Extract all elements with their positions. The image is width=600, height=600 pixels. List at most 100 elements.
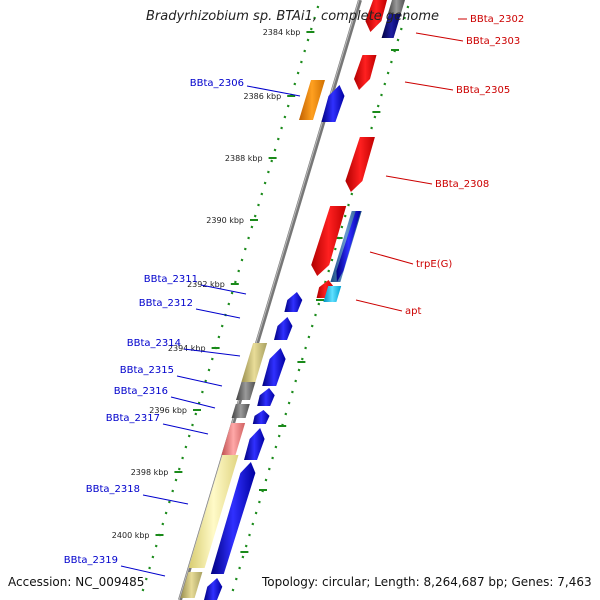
tick-dot <box>244 544 248 548</box>
tick-dot <box>274 445 278 449</box>
tick-dot <box>141 588 145 592</box>
forward-gene-feature <box>180 572 203 598</box>
tick-dot <box>168 500 171 504</box>
tick-label: 2392 kbp <box>187 280 225 289</box>
tick-dot <box>161 522 165 526</box>
tick-label: 2396 kbp <box>149 406 187 415</box>
tick-dot <box>248 533 251 537</box>
tick-dot <box>280 126 283 130</box>
label-leader-line <box>170 396 216 409</box>
gene-label: BBta_2311 <box>144 274 198 285</box>
tick-label: 2384 kbp <box>263 28 301 37</box>
gene-label: BBta_2308 <box>435 179 489 190</box>
tick-dot <box>273 148 277 152</box>
tick-dot <box>306 38 310 42</box>
forward-gene-feature <box>221 423 246 455</box>
tick-dot <box>171 489 175 493</box>
tick-dot <box>284 412 288 416</box>
tick-dot <box>204 379 208 383</box>
tick-dot <box>257 203 260 207</box>
label-leader-line <box>385 175 433 185</box>
tick-dot <box>343 214 347 218</box>
tick-label: 2398 kbp <box>131 468 169 477</box>
tick-dot <box>191 423 194 427</box>
gene-features <box>180 0 405 600</box>
label-leader-line <box>355 299 403 312</box>
tick-dot <box>403 16 406 20</box>
tick-dot <box>267 170 270 174</box>
tick-dot <box>187 434 191 438</box>
tick-dot <box>231 588 235 592</box>
tick-dot <box>376 104 380 108</box>
label-leader-line <box>200 284 247 295</box>
forward-gene-feature <box>284 292 303 312</box>
tick-dot <box>294 379 298 383</box>
gene-label: BBta_2305 <box>456 85 510 96</box>
tick-dot <box>164 511 168 515</box>
reverse-gene-feature <box>323 286 342 302</box>
tick-dot <box>217 335 221 339</box>
tick-dot <box>287 401 291 405</box>
tick-label: 2386 kbp <box>243 92 281 101</box>
tick-dot <box>330 258 334 262</box>
label-leader-line <box>195 308 241 319</box>
tick-dot <box>286 104 290 108</box>
gene-label: BBta_2312 <box>139 298 193 309</box>
tick-dot <box>300 357 304 361</box>
tick-dot <box>347 203 350 207</box>
tick-dot <box>207 368 211 372</box>
tick-dot <box>238 566 241 570</box>
reverse-gene-feature <box>336 211 361 282</box>
tick-dot <box>314 313 317 317</box>
accession-text: Accession: NC_009485 <box>8 575 145 589</box>
tick-dot <box>148 566 151 570</box>
gene-labels: BBta_2306 BBta_2311 BBta_2312 BBta_2314 BBta… <box>64 14 524 577</box>
tick-dot <box>253 214 257 218</box>
tick-dot <box>303 49 307 53</box>
tick-dot <box>307 335 311 339</box>
label-leader-line <box>246 85 301 97</box>
tick-dot <box>297 368 301 372</box>
forward-gene-feature <box>204 578 223 600</box>
tick-dot <box>327 269 331 273</box>
gene-label: BBta_2318 <box>86 484 140 495</box>
tick-dot <box>350 192 354 196</box>
reverse-gene-feature <box>387 0 405 14</box>
tick-dot <box>201 390 204 394</box>
tick-dot <box>181 456 184 460</box>
reverse-gene-feature <box>365 0 387 32</box>
tick-dot <box>258 500 261 504</box>
forward-gene-feature <box>244 428 265 460</box>
tick-dot <box>406 5 410 9</box>
forward-gene-feature <box>188 455 239 568</box>
label-leader-line <box>369 251 414 265</box>
tick-dot <box>234 577 238 581</box>
reverse-gene-feature <box>345 137 375 192</box>
tick-label: 2388 kbp <box>225 154 263 163</box>
forward-gene-feature <box>274 317 293 340</box>
tick-dot <box>250 225 254 229</box>
tick-dot <box>317 302 321 306</box>
label-leader-line <box>142 494 189 505</box>
tick-label: 2394 kbp <box>168 344 206 353</box>
forward-gene-feature <box>231 404 250 418</box>
tick-dot <box>254 511 258 515</box>
tick-dot <box>194 412 198 416</box>
tick-dot <box>390 60 393 64</box>
tick-dot <box>340 225 344 229</box>
tick-dot <box>310 324 314 328</box>
gene-label: trpE(G) <box>416 259 452 270</box>
tick-dot <box>251 522 255 526</box>
tick-dot <box>383 82 387 86</box>
tick-dot <box>241 555 245 559</box>
tick-dot <box>293 82 297 86</box>
gene-label: BBta_2319 <box>64 555 118 566</box>
label-leader-line <box>183 348 241 357</box>
tick-label: 2400 kbp <box>112 531 150 540</box>
tick-dot <box>230 291 234 295</box>
label-leader-line <box>404 81 454 91</box>
forward-gene-feature <box>262 348 286 386</box>
reverse-gene-feature <box>311 206 347 276</box>
